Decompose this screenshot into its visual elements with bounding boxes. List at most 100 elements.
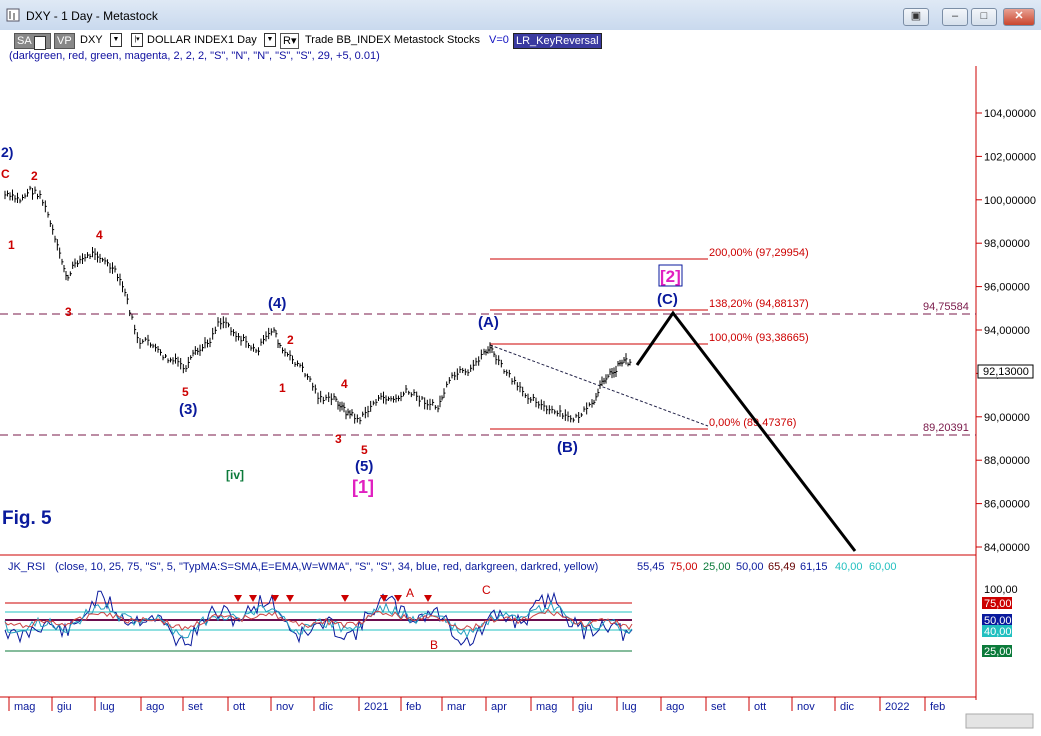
date-axis-label: lug <box>622 701 637 713</box>
sa-button[interactable]: SA ▼ <box>14 33 51 50</box>
rsi-axis-badge <box>982 645 1012 657</box>
restore-button[interactable]: ▣ <box>903 8 929 26</box>
symbol-dropdown-icon[interactable]: ▼ <box>110 33 122 47</box>
rsi-label-a: A <box>406 586 414 600</box>
date-axis-label: lug <box>100 701 115 713</box>
instrument-name: DOLLAR INDEX <box>147 34 228 46</box>
wave-2-box <box>658 264 683 287</box>
wave-4-paren: (4) <box>268 295 286 312</box>
date-axis-label: dic <box>319 701 334 713</box>
rsi-down-arrow <box>394 595 402 602</box>
wave-5-red: 5 <box>182 385 189 399</box>
rsi-axis-label: 40,00 <box>984 626 1012 638</box>
rsi-v5: 65,49 <box>768 561 796 573</box>
wave-3-paren: (3) <box>179 401 197 418</box>
projection-path <box>635 310 857 552</box>
figure-label: Fig. 5 <box>2 508 52 529</box>
rsi-down-arrow <box>271 595 279 602</box>
chevron-down-icon: ▼ <box>33 36 46 50</box>
rsi-down-arrow <box>424 595 432 602</box>
date-axis-label: feb <box>406 701 421 713</box>
fib-200-label: 200,00% (97,29954) <box>709 247 809 259</box>
wave-3b-red: 3 <box>335 432 342 446</box>
wave-4-red: 4 <box>96 228 103 242</box>
rsi-name: JK_RSI <box>8 561 45 573</box>
close-button[interactable]: ✕ <box>1003 8 1035 26</box>
fib-100-label: 100,00% (93,38665) <box>709 332 809 344</box>
fib-0-label: 0,00% (89,47376) <box>709 417 796 429</box>
date-axis-label: 2021 <box>364 701 388 713</box>
rsi-axis-badge <box>982 614 1012 626</box>
indicator-label[interactable]: LR_KeyReversal <box>513 33 602 49</box>
date-axis-label: ago <box>146 701 164 713</box>
rsi-down-arrow <box>249 595 257 602</box>
rsi-v1: 55,45 <box>637 561 665 573</box>
period-label: 1 Day <box>228 34 257 46</box>
trendline <box>489 344 709 427</box>
minimize-button[interactable]: – <box>942 8 968 26</box>
wave-2-red: 2 <box>31 169 38 183</box>
price-axis-label: 102,00000 <box>984 151 1036 163</box>
rsi-main-line <box>4 590 633 647</box>
rsi-down-arrow <box>341 595 349 602</box>
rsi-ma-line <box>4 600 633 639</box>
title-bar: DXY - 1 Day - Metastock ▣ – □ ✕ <box>0 0 1041 31</box>
rsi-label-c: C <box>482 583 491 597</box>
date-axis-label: giu <box>578 701 593 713</box>
price-axis: 104,00000 102,00000 100,00000 98,00000 96,00… <box>976 108 1036 554</box>
rsi-down-arrow <box>234 595 242 602</box>
price-axis-label: 98,00000 <box>984 238 1030 250</box>
window-title: DXY - 1 Day - Metastock <box>26 9 158 23</box>
horizontal-scrollbar[interactable] <box>965 713 1034 729</box>
price-chart[interactable]: 104,00000 102,00000 100,00000 98,00000 96,00… <box>0 66 1041 736</box>
wave-1b-red: 1 <box>279 381 286 395</box>
rsi-axis-label: 100,00 <box>984 584 1018 596</box>
wave-a-paren: (A) <box>478 314 499 331</box>
rsi-axis-badge <box>982 597 1012 609</box>
chart-app-icon <box>6 8 20 22</box>
upper-level-label: 94,75584 <box>923 301 969 313</box>
chart-type-icon[interactable]: |▾ <box>131 33 143 47</box>
indicator-params: (darkgreen, red, green, magenta, 2, 2, 2… <box>9 50 380 62</box>
date-axis-label: mag <box>536 701 557 713</box>
last-price-box <box>977 364 1034 379</box>
date-axis-label: nov <box>797 701 815 713</box>
price-axis-label: 86,00000 <box>984 499 1030 511</box>
period-dropdown-icon[interactable]: ▼ <box>264 33 276 47</box>
wave-2-bracket: [2] <box>660 267 681 286</box>
rsi-lines <box>4 590 633 647</box>
date-axis-label: set <box>188 701 203 713</box>
maximize-button[interactable]: □ <box>971 8 997 26</box>
wave-c-left: C <box>1 167 10 181</box>
vp-button[interactable]: VP <box>54 33 75 49</box>
r-button[interactable]: R▾ <box>280 33 300 49</box>
rsi-v4: 50,00 <box>736 561 764 573</box>
date-axis-label: set <box>711 701 726 713</box>
rsi-down-arrow <box>286 595 294 602</box>
rsi-slow-line <box>4 608 633 632</box>
wave-iv: [iv] <box>226 468 244 482</box>
r-label: R <box>283 35 291 47</box>
symbol-label: DXY <box>80 34 103 46</box>
fib-138-label: 138,20% (94,88137) <box>709 298 809 310</box>
date-axis: mag giu lug ago set ott nov dic 2021 feb mar apr mag… <box>8 697 945 713</box>
wave-1-red: 1 <box>8 238 15 252</box>
price-axis-label: 90,00000 <box>984 412 1030 424</box>
date-axis-label: dic <box>840 701 855 713</box>
price-bars <box>4 185 632 425</box>
chart-toolbar: SA ▼ VP DXY ▼ |▾ DOLLAR INDEX 1 Day ▼ R▾ … <box>0 30 1041 66</box>
rsi-v7: 40,00 <box>835 561 863 573</box>
rsi-v2: 75,00 <box>670 561 698 573</box>
rsi-v6: 61,15 <box>800 561 828 573</box>
price-axis-label: 84,00000 <box>984 542 1030 554</box>
wave-3-red: 3 <box>65 305 72 319</box>
rsi-label-b: B <box>430 638 438 652</box>
rsi-arrows <box>234 595 432 602</box>
rsi-down-arrow <box>380 595 388 602</box>
rsi-axis-label: 50,00 <box>984 615 1012 627</box>
lower-level-label: 89,20391 <box>923 422 969 434</box>
date-axis-label: mar <box>447 701 466 713</box>
wave-5b-red: 5 <box>361 443 368 457</box>
